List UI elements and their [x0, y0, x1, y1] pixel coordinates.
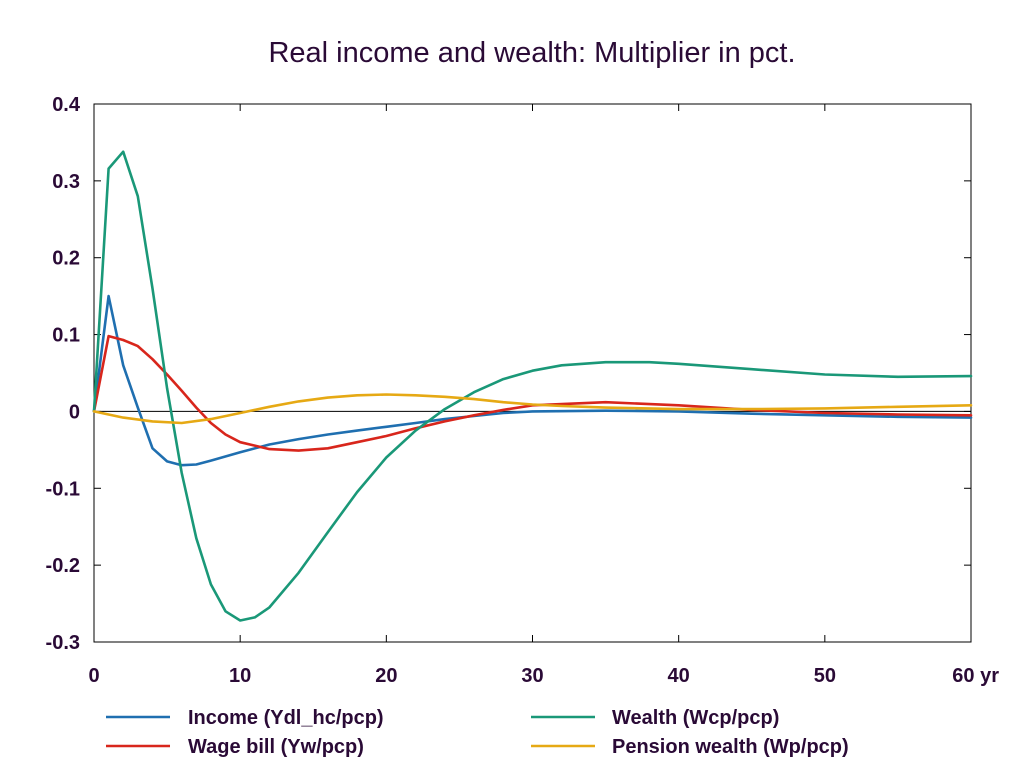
x-tick-label: 30 — [521, 665, 543, 687]
x-tick-label: 10 — [229, 665, 251, 687]
legend: Income (Ydl_hc/pcp) Wage bill (Yw/pcp) Wea… — [106, 707, 849, 758]
series-layer — [92, 150, 973, 622]
y-tick-label: 0.1 — [52, 325, 80, 347]
legend-label-4: Pension wealth (Wp/pcp) — [612, 736, 849, 758]
y-tick-label: 0.2 — [52, 248, 80, 270]
axes: 0.4 0.3 0.2 0.1 0 -0.1 -0.2 -0.3 0 10 20 30 40 50 60 y… — [46, 94, 1000, 687]
series-line-3 — [92, 150, 973, 622]
series-line-1 — [92, 294, 973, 467]
series-line-2 — [92, 334, 973, 452]
series-line-4 — [92, 393, 973, 425]
x-tick-label: 50 — [814, 665, 836, 687]
y-tick-label: -0.3 — [46, 632, 80, 654]
y-tick-label: 0.4 — [52, 94, 81, 116]
x-tick-label: 60 yr — [952, 665, 999, 687]
chart-title: Real income and wealth: Multiplier in pc… — [268, 37, 795, 69]
legend-label-1: Income (Ydl_hc/pcp) — [188, 707, 384, 729]
x-tick-label: 40 — [668, 665, 690, 687]
y-tick-label: -0.1 — [46, 478, 80, 500]
plot-frame — [93, 103, 972, 643]
x-tick-label: 0 — [88, 665, 99, 687]
legend-label-2: Wage bill (Yw/pcp) — [188, 736, 364, 758]
y-tick-label: 0.3 — [52, 171, 80, 193]
x-tick-label: 20 — [375, 665, 397, 687]
y-tick-label: -0.2 — [46, 555, 80, 577]
legend-label-3: Wealth (Wcp/pcp) — [612, 707, 779, 729]
y-tick-label: 0 — [69, 401, 80, 423]
